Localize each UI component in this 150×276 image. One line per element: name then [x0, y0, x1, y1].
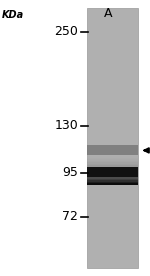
- Bar: [87, 156, 138, 158]
- Text: 95: 95: [62, 166, 78, 179]
- Bar: [87, 171, 138, 173]
- Text: 130: 130: [54, 119, 78, 132]
- Bar: [87, 145, 138, 155]
- Bar: [87, 167, 138, 168]
- Text: A: A: [104, 7, 112, 20]
- Text: 72: 72: [62, 210, 78, 223]
- Bar: [87, 173, 138, 174]
- Bar: [87, 164, 138, 165]
- Text: KDa: KDa: [2, 10, 24, 20]
- Bar: [87, 155, 138, 156]
- Bar: [87, 170, 138, 171]
- Bar: [87, 174, 138, 176]
- Bar: [87, 8, 138, 268]
- Bar: [87, 179, 138, 181]
- Bar: [87, 158, 138, 159]
- Bar: [87, 181, 138, 182]
- Bar: [87, 177, 138, 179]
- Bar: [87, 176, 138, 177]
- Bar: [87, 168, 138, 170]
- Bar: [87, 183, 138, 185]
- Bar: [87, 168, 138, 177]
- Bar: [87, 161, 138, 162]
- Bar: [87, 159, 138, 161]
- Bar: [87, 165, 138, 167]
- Bar: [87, 182, 138, 183]
- Text: 250: 250: [54, 25, 78, 38]
- Bar: [87, 162, 138, 164]
